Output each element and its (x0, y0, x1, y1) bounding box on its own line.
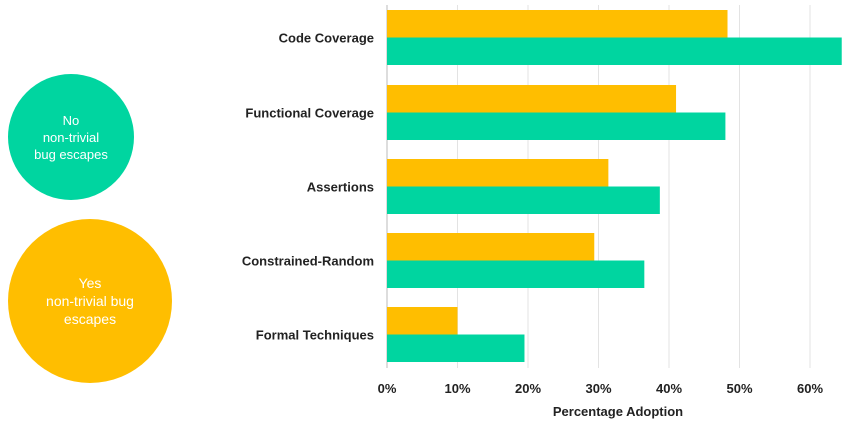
bar-yes-0 (387, 10, 728, 38)
category-labels: Code Coverage Functional Coverage Assertio… (242, 31, 374, 343)
category-label: Constrained-Random (242, 254, 374, 269)
category-label: Code Coverage (279, 31, 374, 46)
category-label: Formal Techniques (256, 328, 374, 343)
tick-label: 50% (726, 381, 752, 396)
tick-label: 20% (515, 381, 541, 396)
legend-yes-bug-escapes: Yes non-trivial bug escapes (8, 219, 172, 383)
legend-no-label: No non-trivial bug escapes (34, 112, 108, 162)
category-label: Assertions (307, 180, 374, 195)
x-axis-title: Percentage Adoption (553, 404, 683, 419)
bar-yes-3 (387, 233, 595, 261)
bar-no-1 (387, 112, 726, 140)
tick-label: 0% (378, 381, 397, 396)
tick-label: 40% (656, 381, 682, 396)
legend-no-bug-escapes: No non-trivial bug escapes (8, 74, 134, 200)
bar-no-3 (387, 260, 645, 288)
legend-yes-label: Yes non-trivial bug escapes (46, 275, 134, 327)
tick-label: 10% (444, 381, 470, 396)
bar-yes-2 (387, 159, 609, 187)
tick-label: 30% (585, 381, 611, 396)
category-label: Functional Coverage (245, 106, 374, 121)
bars (387, 10, 842, 362)
bar-no-4 (387, 334, 525, 362)
bar-no-0 (387, 37, 842, 65)
bar-no-2 (387, 186, 660, 214)
tick-label: 60% (797, 381, 823, 396)
tick-labels: 0% 10% 20% 30% 40% 50% 60% (378, 381, 824, 396)
bar-yes-4 (387, 307, 458, 335)
bar-yes-1 (387, 85, 677, 113)
